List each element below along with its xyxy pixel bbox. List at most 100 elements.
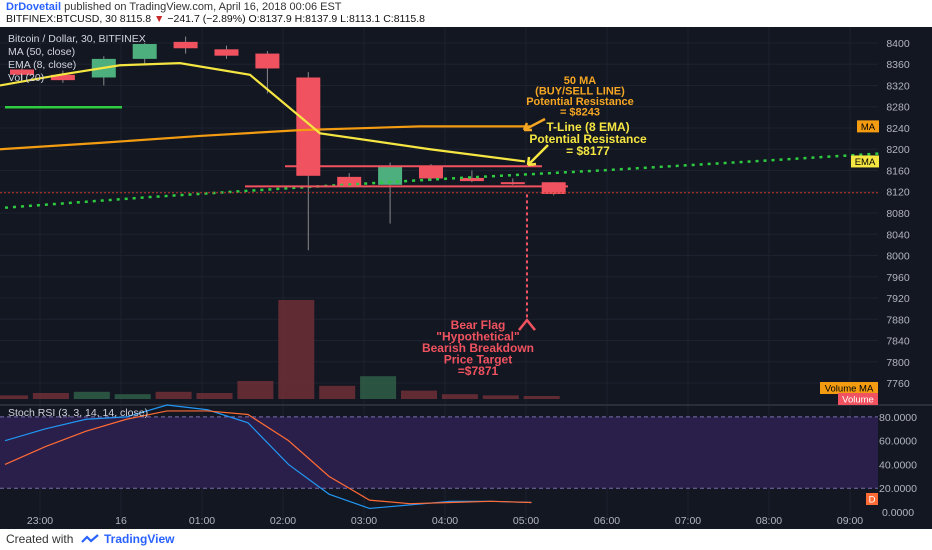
created-with-text: Created with: [6, 532, 74, 546]
tradingview-brand[interactable]: TradingView: [104, 532, 175, 546]
target-arrow-head: [518, 318, 536, 331]
y-tick-label: 7920: [886, 293, 910, 305]
ma-annotation: = $8243: [560, 107, 600, 119]
candle-body: [378, 166, 403, 185]
price-change: −241.7 (−2.89%): [167, 13, 246, 25]
volume-bar: [319, 385, 356, 399]
x-tick-label: 09:00: [837, 515, 863, 527]
d-badge-bg: [866, 493, 878, 505]
volume-bar: [401, 390, 437, 399]
x-tick-label: 02:00: [270, 515, 296, 527]
y-tick-label: 7840: [886, 336, 910, 348]
candle-body: [419, 166, 443, 179]
volume-bar: [0, 395, 28, 399]
volume-bar: [73, 391, 110, 399]
volume-bar: [523, 396, 560, 399]
volume-ma-badge: Volume MA: [825, 384, 874, 395]
ma-annotation: 50 MA: [564, 75, 596, 87]
candle-body: [337, 176, 362, 187]
candle-body: [132, 44, 157, 59]
candle-body: [500, 182, 525, 185]
y-tick-label: 8360: [886, 59, 910, 71]
rsi-tick-label: 40.0000: [879, 459, 917, 471]
volume-ma-badge-bg: [820, 382, 878, 394]
volume-bar: [32, 393, 69, 399]
target-annotation: Bearish Breakdown: [422, 341, 534, 355]
x-tick-label: 05:00: [513, 515, 539, 527]
chart-area[interactable]: 50 MA (BUY/SELL LINE) Potential Resistance…: [0, 27, 932, 529]
x-tick-label: 23:00: [27, 515, 53, 527]
rsi-tick-label: 0.0000: [882, 507, 914, 519]
ema-annotation: = $8177: [566, 144, 610, 158]
last-price: 8115.8: [119, 13, 152, 25]
volume-bar: [278, 300, 315, 399]
x-tick-label: 08:00: [756, 515, 782, 527]
legend-ma: MA (50, close): [8, 46, 76, 58]
ema-annotation: T-Line (8 EMA): [546, 120, 629, 134]
volume-bar: [482, 395, 519, 399]
rsi-tick-label: 60.0000: [879, 436, 917, 448]
y-tick-label: 8400: [886, 38, 910, 50]
volume-bar: [114, 394, 151, 399]
ma-badge: MA: [861, 122, 876, 133]
rsi-tick-label: 80.0000: [879, 412, 917, 424]
green-trend-line: [4, 152, 881, 209]
candle-body: [255, 53, 280, 69]
candle-body: [296, 77, 321, 176]
chart-legend: Bitcoin / Dollar, 30, BITFINEX MA (50, c…: [8, 33, 146, 85]
ma-annotation: (BUY/SELL LINE): [535, 86, 625, 98]
y-tick-label: 8000: [886, 251, 910, 263]
author-link[interactable]: DrDovetail: [6, 1, 62, 13]
target-annotation: =$7871: [458, 364, 499, 378]
chart-header: DrDovetail published on TradingView.com,…: [0, 0, 932, 27]
candle-body: [50, 74, 75, 81]
ema-badge: EMA: [855, 157, 876, 168]
symbol-label: BITFINEX:BTCUSD, 30: [6, 13, 117, 25]
stoch-rsi-legend: Stoch RSI (3, 3, 14, 14, close): [8, 407, 149, 419]
x-tick-label: 03:00: [351, 515, 377, 527]
ema-line: [0, 62, 526, 163]
volume-bar: [360, 376, 397, 399]
legend-ema: EMA (8, close): [8, 59, 77, 71]
volume-bar: [155, 391, 192, 399]
rsi-tick-label: 20.0000: [879, 483, 917, 495]
target-annotation: Price Target: [444, 353, 512, 367]
published-text: published on TradingView.com, April 16, …: [64, 1, 342, 13]
y-tick-label: 8040: [886, 229, 910, 241]
y-tick-label: 7760: [886, 378, 910, 390]
stoch-d-line: [4, 410, 532, 505]
x-tick-label: 01:00: [189, 515, 215, 527]
ma-annotation-arrow: [522, 117, 546, 132]
y-tick-label: 8160: [886, 165, 910, 177]
d-badge: D: [869, 495, 876, 506]
tradingview-logo-icon: [81, 534, 99, 543]
y-tick-label: 8200: [886, 144, 910, 156]
x-tick-label: 06:00: [594, 515, 620, 527]
publish-line: DrDovetail published on TradingView.com,…: [6, 1, 342, 13]
volume-badge: Volume: [842, 395, 874, 406]
y-tick-label: 7880: [886, 314, 910, 326]
x-tick-label: 04:00: [432, 515, 458, 527]
target-annotation: "Hypothetical": [436, 330, 519, 344]
y-tick-label: 8080: [886, 208, 910, 220]
target-annotation: Bear Flag: [451, 318, 506, 332]
y-tick-label: 7800: [886, 357, 910, 369]
ma-annotation: Potential Resistance: [526, 96, 634, 108]
stoch-k-line: [4, 404, 532, 510]
y-tick-label: 8120: [886, 187, 910, 199]
x-tick-label: 07:00: [675, 515, 701, 527]
candle-body: [173, 41, 198, 49]
ema-annotation-arrow: [526, 144, 549, 167]
footer: Created with TradingView: [0, 529, 932, 550]
y-tick-label: 8280: [886, 102, 910, 114]
volume-badge-bg: [838, 393, 878, 405]
volume-bar: [196, 393, 233, 399]
ema-annotation: Potential Resistance: [529, 132, 647, 146]
volume-bar: [237, 381, 274, 399]
candle-body: [10, 69, 34, 75]
stoch-band: [0, 416, 878, 489]
legend-title: Bitcoin / Dollar, 30, BITFINEX: [8, 33, 146, 45]
volume-bar: [441, 394, 478, 399]
ohlc-values: O:8137.9 H:8137.9 L:8113.1 C:8115.8: [248, 13, 426, 25]
price-chart[interactable]: 50 MA(BUY/SELL LINE)Potential Resistance…: [0, 27, 932, 529]
